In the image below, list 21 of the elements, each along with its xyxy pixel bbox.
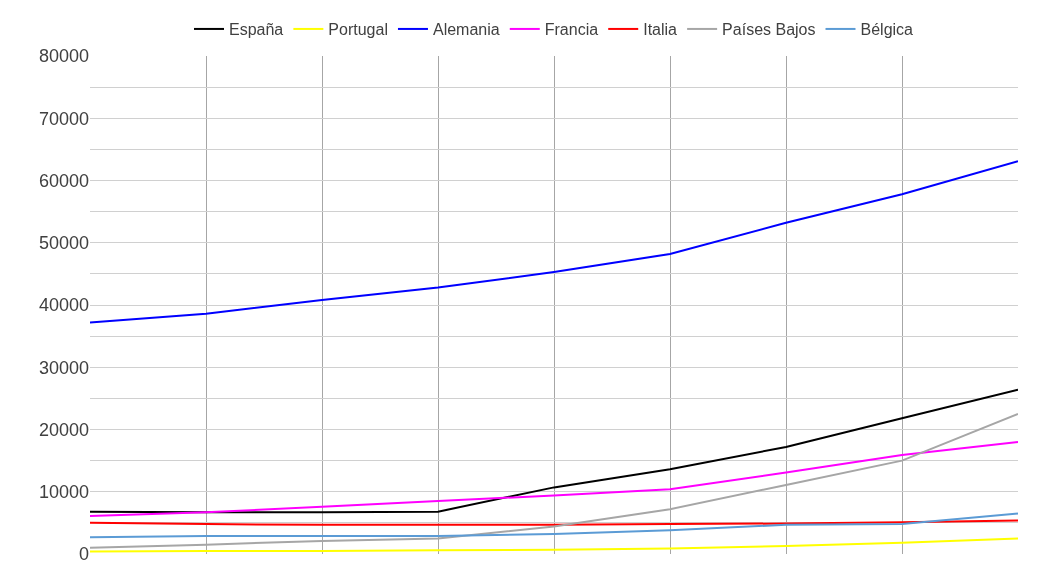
y-tick-label: 20000	[38, 419, 89, 440]
y-tick-label: 10000	[38, 482, 89, 503]
legend-label: Bélgica	[860, 21, 914, 39]
y-tick-label: 0	[78, 544, 89, 565]
y-tick-label: 80000	[38, 46, 89, 67]
y-tick-label: 40000	[38, 295, 89, 316]
legend-label: Francia	[544, 21, 599, 39]
line-series	[90, 388, 1018, 514]
y-tick-label: 30000	[38, 357, 89, 378]
legend-label: Alemania	[432, 21, 500, 39]
y-tick-label: 70000	[38, 108, 89, 129]
line-series	[90, 160, 1018, 324]
line-series	[90, 537, 1018, 553]
line-series	[90, 512, 1018, 539]
line-series	[90, 440, 1018, 518]
legend-label: Países Bajos	[722, 21, 816, 39]
legend-label: España	[229, 21, 284, 39]
y-tick-label: 50000	[38, 233, 89, 254]
y-tick-label: 60000	[38, 170, 89, 191]
legend-label: Portugal	[328, 21, 388, 39]
legend-label: Italia	[643, 21, 678, 39]
